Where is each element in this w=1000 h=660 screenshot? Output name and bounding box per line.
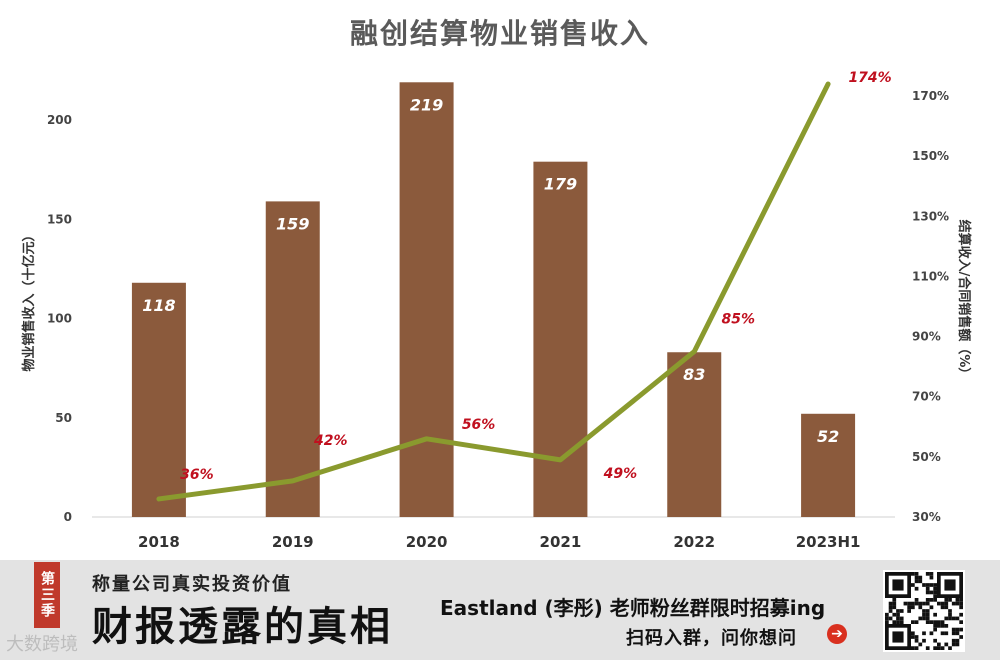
banner-recruit-text: Eastland (李彤) 老师粉丝群限时招募ing: [440, 596, 826, 620]
line-value-label: 49%: [603, 466, 638, 482]
bar: [801, 413, 856, 517]
bar: [131, 282, 186, 517]
y-left-tick-label: 200: [47, 113, 72, 127]
bar-value-label: 179: [544, 175, 577, 194]
y-right-tick-label: 50%: [912, 450, 941, 464]
x-tick-label: 2018: [138, 533, 180, 551]
bar-value-label: 159: [276, 214, 309, 233]
y-left-tick-label: 50: [55, 411, 72, 425]
bar-value-label: 52: [817, 427, 839, 446]
bar: [667, 352, 722, 517]
line-series: [156, 81, 831, 502]
y-right-tick-label: 90%: [912, 330, 941, 344]
bar: [533, 161, 588, 517]
y-right-tick-label: 70%: [912, 390, 941, 404]
x-tick-label: 2020: [406, 533, 448, 551]
arrow-right-icon[interactable]: ➔: [827, 624, 847, 644]
qr-code-icon[interactable]: [883, 570, 965, 652]
line-value-label: 85%: [721, 312, 755, 328]
y-left-tick-label: 0: [64, 510, 72, 524]
x-tick-label: 2019: [272, 533, 314, 551]
banner-main-title: 财报透露的真相: [92, 603, 393, 650]
banner-subtitle: 称量公司真实投资价值: [92, 574, 292, 595]
bar: [399, 82, 454, 517]
y-right-tick-label: 30%: [912, 510, 941, 524]
line-value-label: 174%: [848, 70, 891, 86]
y-right-tick-label: 130%: [912, 209, 949, 223]
x-tick-label: 2021: [540, 533, 582, 551]
bar-value-label: 83: [683, 365, 705, 384]
bar-value-label: 219: [410, 95, 443, 114]
y-right-tick-label: 150%: [912, 149, 949, 163]
y-left-tick-label: 150: [47, 212, 72, 226]
y-left-tick-label: 100: [47, 312, 72, 326]
bar: [265, 201, 320, 517]
y-right-tick-label: 110%: [912, 269, 949, 283]
chart-title: 融创结算物业销售收入: [349, 17, 650, 50]
x-tick-label: 2023H1: [796, 533, 861, 551]
promo-banner: 第三季 称量公司真实投资价值 财报透露的真相 Eastland (李彤) 老师粉…: [0, 560, 1000, 660]
watermark-text: 大数跨境: [6, 634, 78, 655]
line-value-label: 36%: [180, 467, 214, 483]
banner-scan-text[interactable]: 扫码入群，问你想问: [626, 628, 797, 649]
chart-svg: 0 50 100 150 200 30% 50% 70% 90% 110% 130% 150% 170%…: [47, 70, 949, 551]
line-value-label: 42%: [313, 433, 348, 449]
chart-area: 融创结算物业销售收入 物业销售收入（十亿元） 结算收入/合同销售额（%） 0 50…: [22, 17, 971, 551]
y-right-tick-label: 170%: [912, 89, 949, 103]
bar-value-label: 118: [142, 296, 175, 315]
line-value-label: 56%: [462, 417, 496, 433]
season-tag: 第三季: [34, 562, 60, 628]
x-tick-label: 2022: [673, 533, 715, 551]
